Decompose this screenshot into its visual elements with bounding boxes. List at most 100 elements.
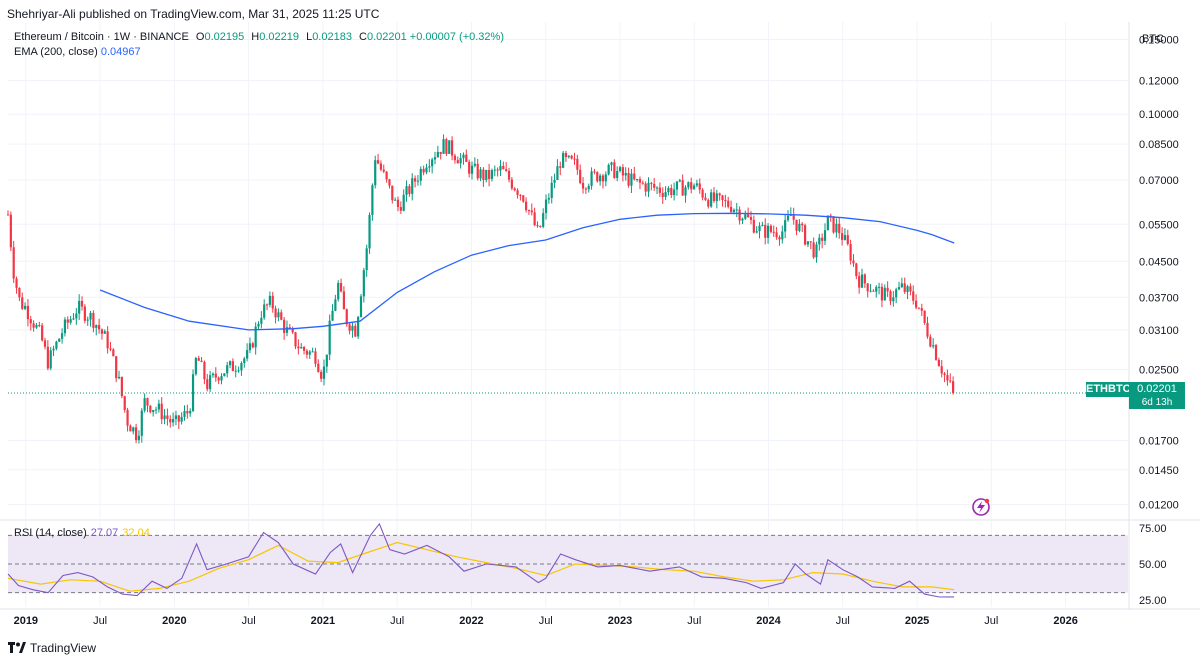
time-tick-label: 2019 bbox=[14, 615, 38, 627]
symbol-title[interactable]: Ethereum / Bitcoin · 1W · BINANCE bbox=[14, 31, 189, 43]
rsi-label[interactable]: RSI (14, close) bbox=[14, 527, 87, 539]
candles-group bbox=[6, 134, 955, 444]
candle-body bbox=[228, 361, 232, 366]
candle bbox=[459, 153, 462, 169]
candle bbox=[371, 183, 374, 221]
candle bbox=[573, 152, 576, 165]
candle bbox=[23, 302, 27, 311]
candle-body bbox=[52, 348, 55, 351]
candle-body bbox=[15, 278, 18, 288]
candle-body bbox=[419, 168, 422, 181]
candle-body bbox=[769, 225, 773, 232]
candle bbox=[692, 183, 696, 190]
candle bbox=[747, 207, 750, 218]
price-tick-label: 0.12000 bbox=[1139, 76, 1179, 88]
rsi-legend[interactable]: RSI (14, close) 27.07 32.04 bbox=[14, 527, 150, 539]
candle bbox=[690, 177, 693, 194]
candle bbox=[564, 150, 568, 162]
candle bbox=[943, 371, 946, 383]
candle-body bbox=[516, 190, 519, 195]
candle-body bbox=[123, 396, 126, 410]
candle bbox=[362, 267, 365, 303]
candle bbox=[251, 341, 254, 349]
candle bbox=[895, 287, 898, 304]
candle bbox=[946, 369, 949, 386]
flash-icon[interactable] bbox=[972, 498, 990, 516]
symbol-legend[interactable]: Ethereum / Bitcoin · 1W · BINANCE O0.021… bbox=[14, 31, 504, 43]
candle-body bbox=[926, 322, 929, 337]
candle bbox=[937, 357, 940, 367]
ema-label[interactable]: EMA (200, close) bbox=[14, 46, 98, 58]
candle bbox=[880, 283, 884, 308]
candle bbox=[684, 185, 687, 203]
close-value: 0.02201 bbox=[366, 31, 407, 43]
candle-body bbox=[562, 152, 565, 168]
candle-body bbox=[163, 415, 166, 420]
tradingview-logo[interactable]: TradingView bbox=[8, 641, 96, 655]
candle bbox=[97, 318, 101, 334]
candle bbox=[29, 315, 32, 331]
candle bbox=[587, 183, 590, 193]
candle-body bbox=[308, 351, 311, 355]
candle-body bbox=[946, 375, 949, 381]
candle bbox=[479, 166, 482, 182]
price-axis[interactable]: 0.15000 0.12000 0.10000 0.08500 0.07000 0.055… bbox=[1139, 35, 1179, 607]
candle bbox=[835, 218, 838, 238]
candle-body bbox=[297, 346, 300, 349]
candle bbox=[536, 221, 539, 228]
candle-body bbox=[339, 282, 343, 292]
candle-body bbox=[849, 244, 852, 261]
candle bbox=[442, 134, 445, 154]
candle-body bbox=[952, 381, 955, 393]
candle bbox=[633, 166, 636, 181]
candle-body bbox=[755, 231, 758, 233]
candle bbox=[914, 294, 918, 310]
candle-body bbox=[707, 199, 710, 207]
ema-legend[interactable]: EMA (200, close) 0.04967 bbox=[14, 46, 141, 58]
candle-body bbox=[9, 214, 12, 248]
candle-body bbox=[109, 348, 112, 350]
candle bbox=[169, 415, 172, 428]
candle bbox=[567, 155, 570, 159]
candle-body bbox=[120, 376, 123, 397]
candle bbox=[431, 157, 434, 174]
price-tick-label: 0.01200 bbox=[1139, 500, 1179, 512]
candle bbox=[519, 194, 522, 201]
price-tick-label: 0.07000 bbox=[1139, 175, 1179, 187]
candle bbox=[809, 241, 812, 250]
candle-body bbox=[274, 308, 277, 318]
candle-body bbox=[72, 318, 75, 320]
candle-body bbox=[448, 140, 451, 154]
candle-body bbox=[29, 319, 32, 324]
candle-body bbox=[675, 181, 679, 190]
candle-body bbox=[900, 283, 903, 288]
time-axis[interactable]: 2019 Jul 2020 Jul 2021 Jul 2022 Jul 2023 Jul 2024 J… bbox=[14, 615, 1078, 627]
candle-body bbox=[493, 169, 496, 171]
candle bbox=[505, 162, 508, 172]
candle bbox=[416, 174, 420, 186]
candle-body bbox=[32, 323, 35, 328]
candle-body bbox=[838, 223, 841, 234]
candle bbox=[413, 175, 417, 188]
candle bbox=[72, 313, 75, 321]
candle-body bbox=[411, 178, 414, 194]
candle bbox=[314, 347, 317, 368]
candle-body bbox=[180, 416, 183, 422]
candle bbox=[624, 167, 627, 181]
candle-body bbox=[599, 175, 602, 182]
rsi-tick-label: 25.00 bbox=[1139, 595, 1167, 607]
candle bbox=[132, 426, 135, 435]
candle-body bbox=[647, 182, 650, 192]
candle bbox=[667, 186, 670, 196]
candle bbox=[829, 213, 832, 222]
candle bbox=[453, 153, 457, 164]
candle bbox=[764, 218, 767, 245]
candle-body bbox=[470, 165, 474, 174]
candle bbox=[547, 193, 550, 204]
candle bbox=[425, 163, 428, 175]
candle bbox=[695, 179, 699, 188]
candle bbox=[226, 361, 229, 378]
candle bbox=[137, 430, 141, 444]
high-label: H bbox=[251, 31, 260, 43]
